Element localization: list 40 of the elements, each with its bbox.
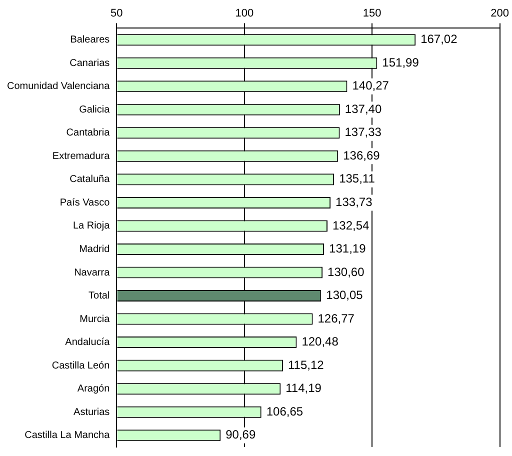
y-tick-label: Total xyxy=(88,290,110,302)
data-label: 120,48 xyxy=(302,334,339,349)
y-tick-label: Cantabria xyxy=(66,128,110,139)
y-tick-label: Castilla León xyxy=(52,360,110,372)
data-label: 137,33 xyxy=(344,125,382,140)
y-tick-label: Extremadura xyxy=(52,150,110,162)
data-label: 136,69 xyxy=(343,148,380,162)
y-tick-label: Asturias xyxy=(74,406,110,418)
y-tick-label: Cataluña xyxy=(70,174,110,186)
y-tick-label: Galicia xyxy=(79,104,110,116)
data-label: 131,19 xyxy=(329,242,366,256)
x-tick-label: 150 xyxy=(362,8,382,20)
y-tick-label: Baleares xyxy=(70,34,110,46)
data-label: 106,65 xyxy=(266,404,304,418)
y-tick-label: Andalucía xyxy=(65,337,110,348)
data-label: 130,60 xyxy=(328,264,365,279)
y-tick-label: Comunidad Valenciana xyxy=(6,81,110,92)
data-label: 167,02 xyxy=(420,32,458,46)
data-label: 126,77 xyxy=(318,311,355,326)
x-tick-label: 100 xyxy=(235,8,254,20)
data-label: 140,27 xyxy=(352,78,390,93)
x-tick-label: 200 xyxy=(490,8,510,20)
data-label: 90,69 xyxy=(226,428,256,442)
y-tick-label: Navarra xyxy=(74,267,110,278)
y-tick-label: Madrid xyxy=(79,244,110,255)
y-tick-label: La Rioja xyxy=(72,220,110,232)
data-label: 133,73 xyxy=(336,195,373,210)
data-label: 114,19 xyxy=(286,381,322,396)
data-label: 151,99 xyxy=(382,55,420,70)
y-tick-label: Castilla La Mancha xyxy=(24,430,110,442)
data-label: 115,12 xyxy=(288,358,324,372)
data-label: 130,05 xyxy=(326,288,364,302)
data-label: 132,54 xyxy=(332,218,370,232)
y-tick-label: Murcia xyxy=(80,314,110,325)
y-tick-label: Canarias xyxy=(70,58,110,69)
y-tick-label: Aragón xyxy=(77,384,110,395)
y-tick-label: País Vasco xyxy=(60,197,110,208)
x-tick-label: 50 xyxy=(110,8,123,20)
data-label: 135,11 xyxy=(339,172,376,186)
data-label: 137,40 xyxy=(344,102,382,116)
